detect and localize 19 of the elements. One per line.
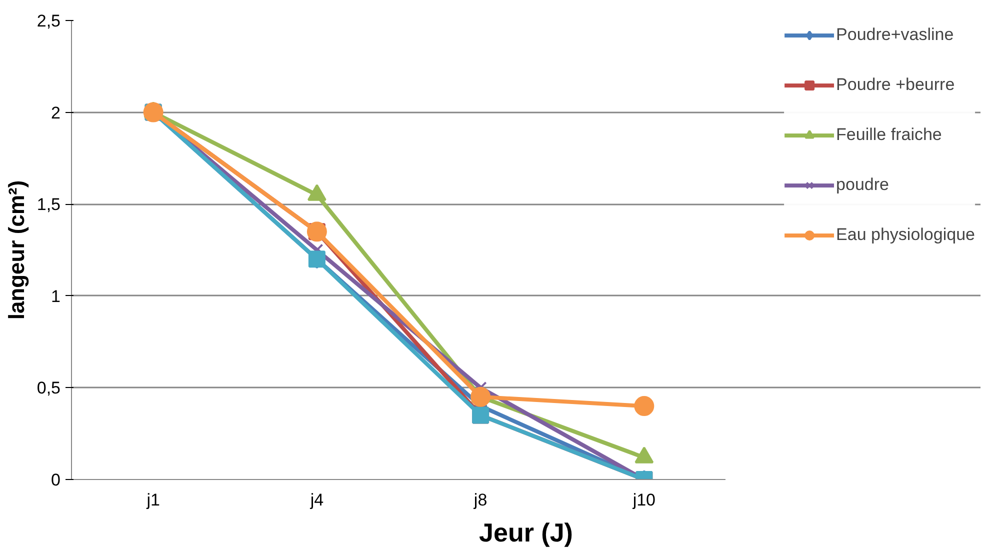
- legend-label: Poudre +beurre: [836, 75, 955, 95]
- y-tick-label: 2,5: [36, 12, 61, 30]
- y-axis-title: langeur (cm²): [4, 180, 29, 320]
- point: [470, 386, 491, 407]
- y-tick-label: 0: [51, 470, 61, 490]
- y-tick-label: 1: [51, 286, 61, 306]
- y-tick-label: 1,5: [36, 195, 61, 214]
- legend-label: poudre: [836, 175, 889, 195]
- legend-label: Poudre+vasline: [836, 25, 954, 45]
- x-axis-title: Jeur (J): [479, 518, 573, 548]
- legend-label: Eau physiologique: [836, 225, 975, 245]
- legend-label: Feuille fraiche: [836, 125, 942, 145]
- x-tick-label: j4: [309, 490, 324, 510]
- x-tick-label: j10: [632, 490, 656, 510]
- y-tick-label: 0,5: [36, 378, 61, 398]
- point: [634, 396, 654, 416]
- y-tick-label: 2: [51, 103, 61, 122]
- x-tick-label: j1: [146, 490, 160, 510]
- x-tick-label: j8: [472, 490, 488, 510]
